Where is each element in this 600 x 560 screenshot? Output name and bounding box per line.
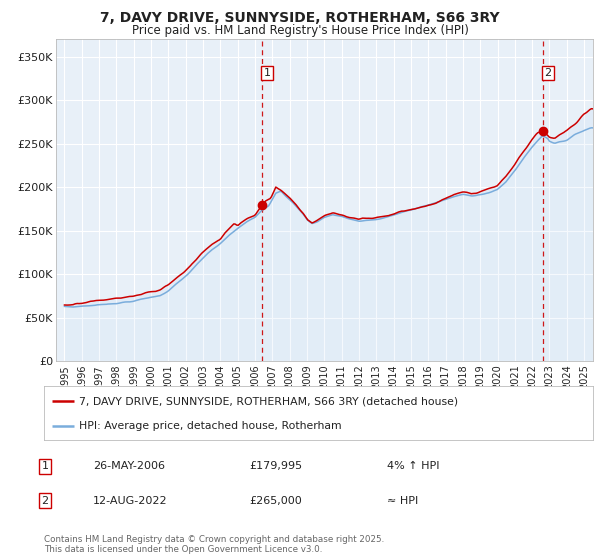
- Text: 1: 1: [263, 68, 271, 78]
- Text: HPI: Average price, detached house, Rotherham: HPI: Average price, detached house, Roth…: [79, 421, 342, 431]
- Text: 7, DAVY DRIVE, SUNNYSIDE, ROTHERHAM, S66 3RY (detached house): 7, DAVY DRIVE, SUNNYSIDE, ROTHERHAM, S66…: [79, 396, 458, 407]
- Text: 12-AUG-2022: 12-AUG-2022: [93, 496, 167, 506]
- Text: 26-MAY-2006: 26-MAY-2006: [93, 461, 165, 472]
- Text: 2: 2: [41, 496, 49, 506]
- Text: 4% ↑ HPI: 4% ↑ HPI: [387, 461, 439, 472]
- Text: Price paid vs. HM Land Registry's House Price Index (HPI): Price paid vs. HM Land Registry's House …: [131, 24, 469, 36]
- Text: 1: 1: [41, 461, 49, 472]
- Text: Contains HM Land Registry data © Crown copyright and database right 2025.
This d: Contains HM Land Registry data © Crown c…: [44, 535, 384, 554]
- Text: 2: 2: [544, 68, 551, 78]
- Text: £179,995: £179,995: [249, 461, 302, 472]
- Text: ≈ HPI: ≈ HPI: [387, 496, 418, 506]
- Text: 7, DAVY DRIVE, SUNNYSIDE, ROTHERHAM, S66 3RY: 7, DAVY DRIVE, SUNNYSIDE, ROTHERHAM, S66…: [100, 11, 500, 25]
- Text: £265,000: £265,000: [249, 496, 302, 506]
